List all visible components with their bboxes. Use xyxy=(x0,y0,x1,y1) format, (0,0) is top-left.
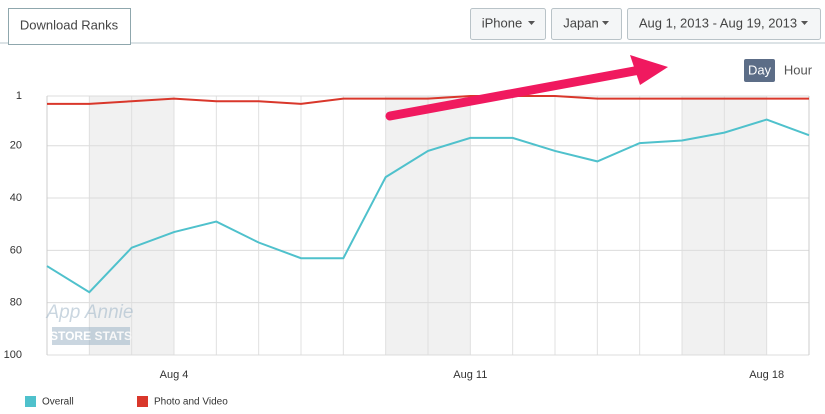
tab[interactable] xyxy=(8,8,131,45)
hour-button[interactable]: Hour xyxy=(784,62,813,77)
watermark-product: STORE STATS xyxy=(50,329,132,343)
watermark-brand: App Annie xyxy=(46,302,134,323)
plot: Aug 4 Aug 11 Aug 18 1 20 40 60 80 100 xyxy=(4,90,810,381)
series-line xyxy=(47,95,809,105)
arrow-shaft xyxy=(385,65,645,121)
dropdown-box xyxy=(627,8,821,40)
dropdown-box xyxy=(470,8,546,40)
watermark: App Annie STORE STATS xyxy=(46,302,134,345)
series-line xyxy=(46,118,810,294)
x-tick-label: Aug 18 xyxy=(749,369,784,381)
x-tick-label: Aug 11 xyxy=(453,369,487,381)
x-tick-label: Aug 4 xyxy=(160,369,189,381)
country-dropdown[interactable]: Japan xyxy=(551,8,622,40)
date-dropdown[interactable]: Aug 1, 2013 - Aug 19, 2013 xyxy=(627,8,821,40)
y-tick-label: 1 xyxy=(16,90,22,102)
tab-label: Download Ranks xyxy=(20,17,119,32)
legend-swatch xyxy=(25,396,36,407)
y-tick-label: 100 xyxy=(4,349,22,361)
y-tick-label: 20 xyxy=(10,140,22,152)
caret xyxy=(528,21,535,25)
dropdown-label: Aug 1, 2013 - Aug 19, 2013 xyxy=(639,15,797,30)
dropdown-box xyxy=(551,8,622,40)
day-label: Day xyxy=(748,62,772,77)
watermark-band xyxy=(52,327,130,345)
device-dropdown[interactable]: iPhone xyxy=(470,8,546,40)
y-tick-label: 40 xyxy=(10,192,22,204)
dropdown-label: Japan xyxy=(563,15,598,30)
arrow-head xyxy=(630,55,668,85)
legend-label: Photo and Video xyxy=(154,397,228,408)
dropdown-label: iPhone xyxy=(482,15,522,30)
day-button[interactable] xyxy=(744,59,775,82)
legend: Overall Photo and Video xyxy=(25,396,228,408)
legend-label: Overall xyxy=(42,397,74,408)
legend-swatch xyxy=(137,396,148,407)
annotation-arrow xyxy=(385,55,668,121)
y-tick-label: 60 xyxy=(10,244,22,256)
caret xyxy=(801,21,808,25)
caret xyxy=(602,21,609,25)
y-tick-label: 80 xyxy=(10,297,22,309)
